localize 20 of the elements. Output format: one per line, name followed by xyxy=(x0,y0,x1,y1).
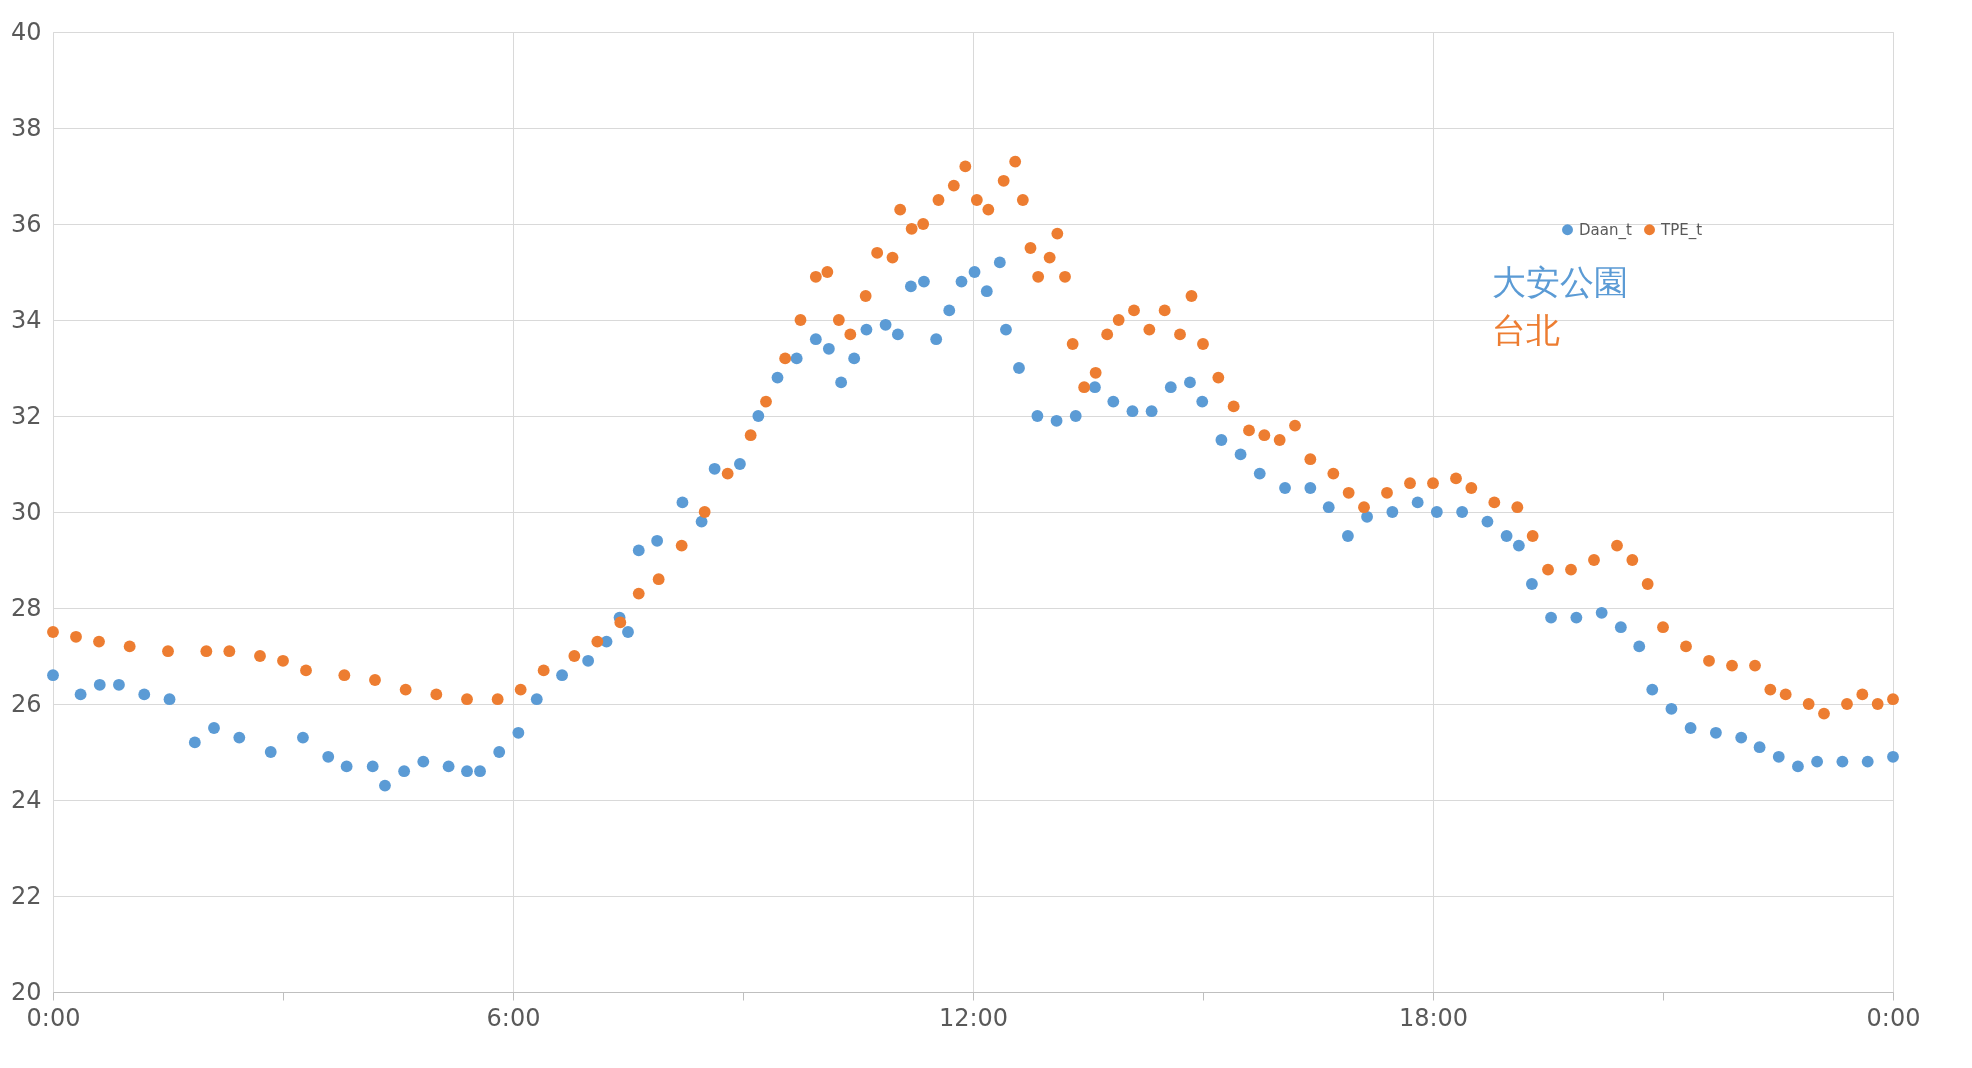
x-tick-label: 6:00 xyxy=(486,1003,541,1032)
annotation: 台北 xyxy=(1491,309,1560,350)
legend-label: TPE_t xyxy=(1660,220,1703,240)
y-tick-label: 24 xyxy=(10,785,42,814)
y-tick-label: 40 xyxy=(10,17,42,46)
x-tick-label: 18:00 xyxy=(1398,1003,1469,1032)
y-tick-label: 32 xyxy=(10,401,42,430)
y-tick-label: 34 xyxy=(10,305,42,334)
annotation: 大安公園 xyxy=(1491,261,1628,302)
y-tick-label: 36 xyxy=(10,209,42,238)
y-tick-label: 26 xyxy=(10,689,42,718)
y-tick-label: 20 xyxy=(10,977,42,1006)
y-tick-label: 30 xyxy=(10,497,42,526)
x-tick-label: 0:00 xyxy=(1866,1003,1921,1032)
y-tick-label: 28 xyxy=(10,593,42,622)
y-tick-label: 38 xyxy=(10,113,42,142)
y-tick-label: 22 xyxy=(10,881,42,910)
x-tick-label: 0:00 xyxy=(26,1003,81,1032)
legend-label: Daan_t xyxy=(1579,220,1632,240)
x-tick-label: 12:00 xyxy=(938,1003,1009,1032)
